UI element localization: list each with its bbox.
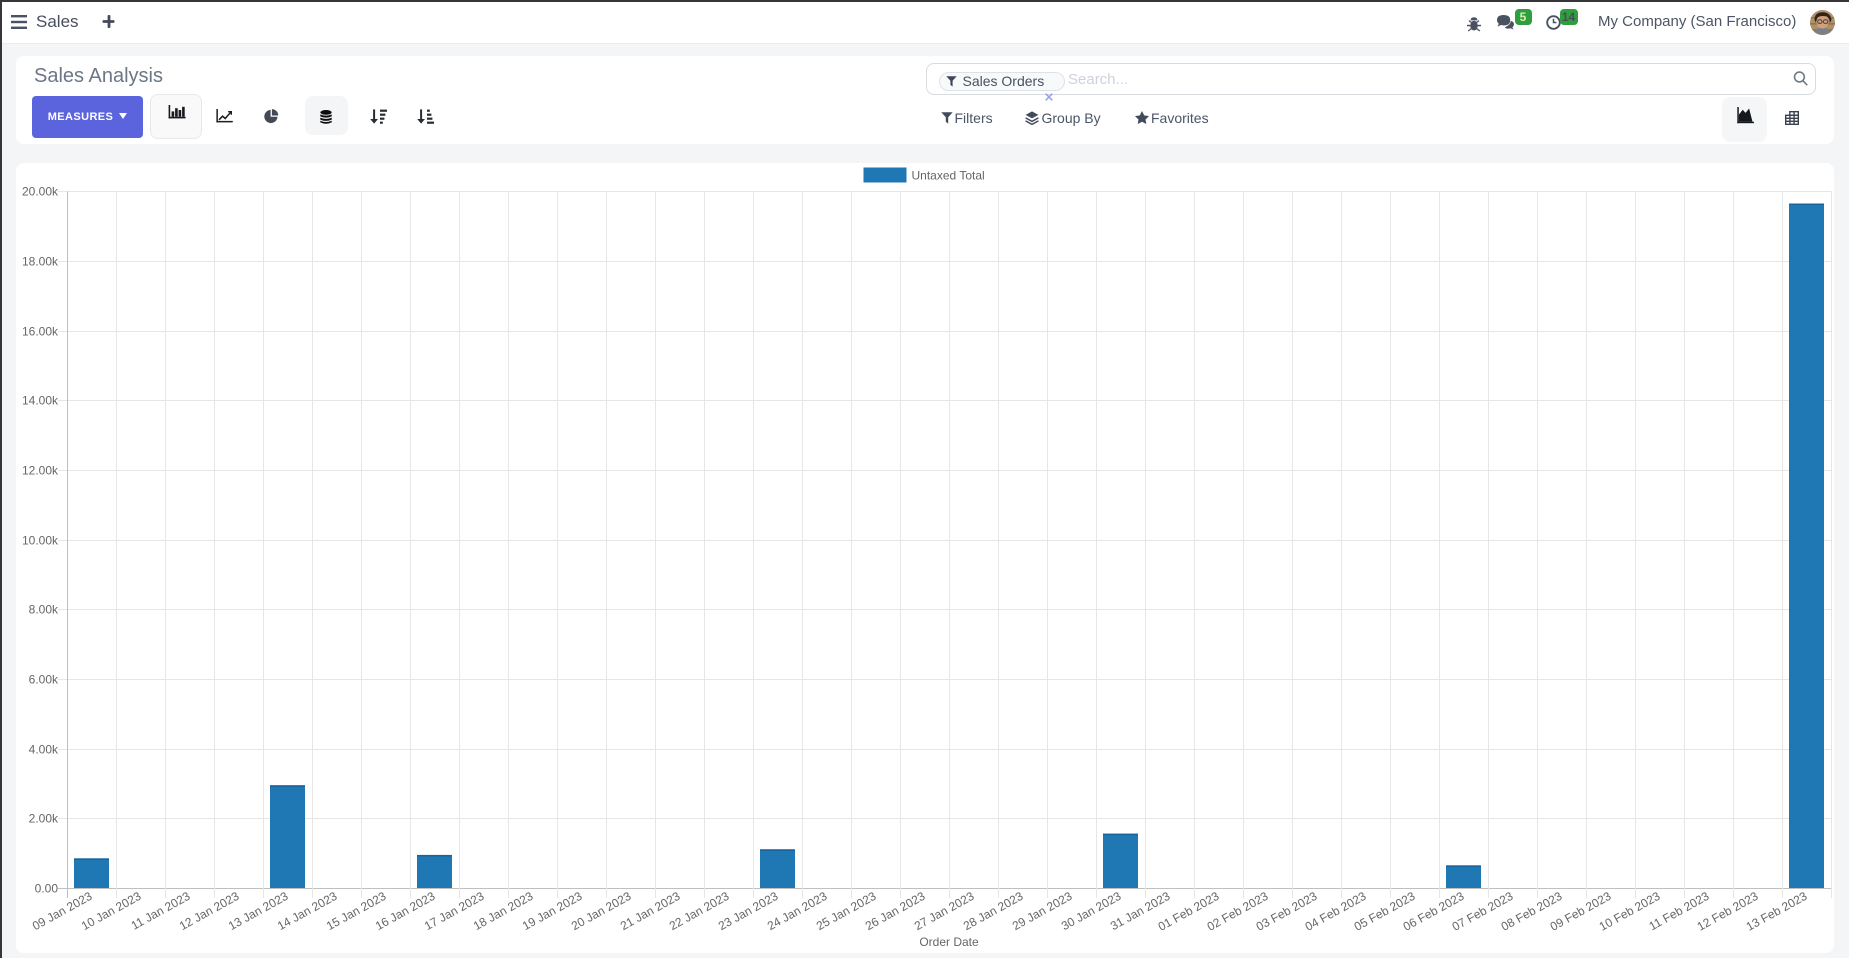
svg-text:10.00k: 10.00k [22, 534, 59, 548]
svg-text:18.00k: 18.00k [22, 255, 59, 269]
svg-text:0.00: 0.00 [35, 882, 59, 896]
svg-text:8.00k: 8.00k [29, 603, 59, 617]
svg-text:12.00k: 12.00k [22, 464, 59, 478]
svg-text:6.00k: 6.00k [29, 673, 59, 687]
svg-text:Untaxed Total: Untaxed Total [912, 169, 985, 183]
svg-text:20.00k: 20.00k [22, 185, 59, 199]
svg-text:14.00k: 14.00k [22, 394, 59, 408]
svg-text:4.00k: 4.00k [29, 743, 59, 757]
svg-text:16.00k: 16.00k [22, 325, 59, 339]
svg-text:2.00k: 2.00k [29, 812, 59, 826]
svg-text:Order Date: Order Date [919, 935, 979, 949]
